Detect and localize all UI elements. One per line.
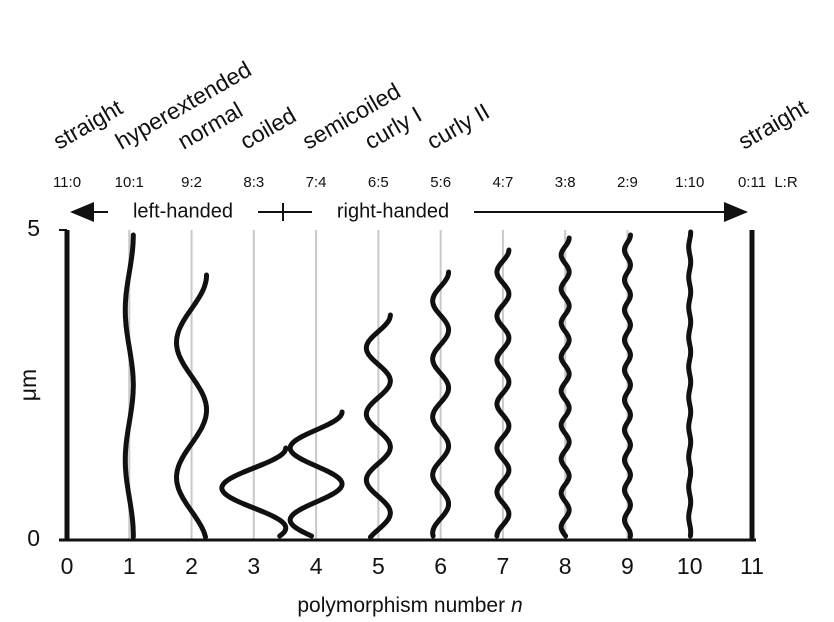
form-label: curly II (422, 98, 494, 154)
ratio-label: 6:5 (368, 174, 389, 191)
ratio-label: 5:6 (430, 174, 451, 191)
ratio-label: 9:2 (181, 174, 202, 191)
x-tick-label: 9 (621, 553, 634, 579)
x-axis-title: polymorphism number n (297, 594, 522, 617)
right-handed-label: right-handed (337, 200, 449, 222)
ratio-label: 2:9 (617, 174, 638, 191)
form-label: straight (49, 94, 128, 155)
x-tick-label: 7 (497, 553, 510, 579)
y-tick-label: 5 (27, 215, 40, 241)
x-tick-label: 4 (310, 553, 323, 579)
y-tick-label: 0 (27, 525, 40, 551)
ratio-label: 4:7 (492, 174, 513, 191)
ratio-label: 1:10 (675, 174, 704, 191)
x-tick-label: 1 (123, 553, 136, 579)
x-tick-label: 6 (434, 553, 447, 579)
x-axis-title-text: polymorphism number (297, 594, 505, 617)
form-label: straight (734, 94, 813, 155)
x-tick-label: 8 (559, 553, 572, 579)
x-tick-label: 3 (247, 553, 260, 579)
x-tick-label: 2 (185, 553, 198, 579)
x-tick-label: 0 (61, 553, 74, 579)
ratio-label: 7:4 (306, 174, 327, 191)
x-tick-label: 5 (372, 553, 385, 579)
x-tick-label: 10 (677, 553, 703, 579)
left-handed-label: left-handed (133, 200, 233, 222)
ratio-label: 11:0 (53, 174, 81, 191)
form-label: coiled (235, 102, 300, 155)
ratio-label: 8:3 (243, 174, 264, 191)
ratio-label: 10:1 (115, 174, 144, 191)
ratio-label: 3:8 (555, 174, 576, 191)
figure: left-handed right-handed L:R μm polymorp… (0, 0, 834, 622)
x-axis-variable: n (511, 594, 523, 617)
ratio-label: 0:11 (738, 174, 766, 191)
filament (689, 232, 691, 536)
x-tick-label: 11 (740, 553, 764, 579)
ratio-header: L:R (774, 174, 798, 191)
y-axis-title: μm (15, 369, 41, 401)
